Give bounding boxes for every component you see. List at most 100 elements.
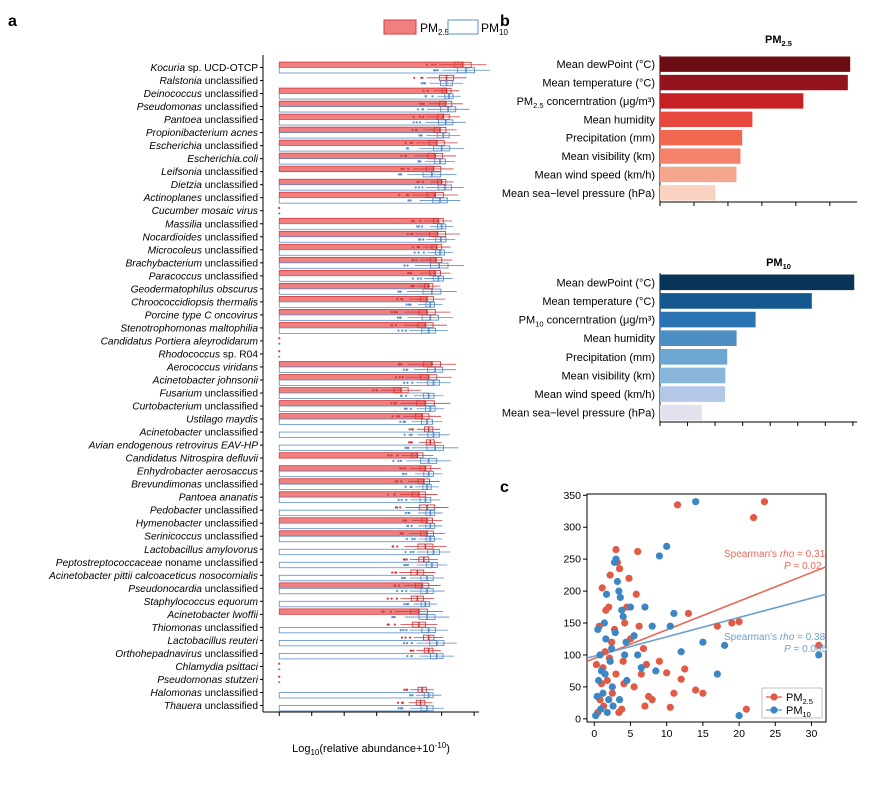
scatter-point [625, 574, 633, 582]
outlier [278, 350, 281, 353]
scatter-point [613, 577, 622, 586]
bar-pm25 [278, 113, 444, 120]
category-label: Orthohepadnavirus unclassified [115, 649, 258, 660]
scatter-point [612, 670, 620, 678]
outlier [418, 121, 422, 124]
scatter-point [648, 696, 656, 704]
outlier [398, 193, 401, 197]
outlier [408, 636, 412, 639]
bar-pm10 [278, 639, 438, 647]
category-label: Fusarium unclassified [159, 389, 258, 400]
outlier [393, 615, 396, 619]
outlier [419, 277, 422, 280]
category-label: Acinetobacter lwoffii [166, 610, 258, 621]
scatter-point [602, 590, 611, 598]
bar-pm25 [278, 191, 436, 199]
bar-pm25 [278, 165, 434, 173]
title-sub: 10 [783, 262, 791, 271]
legend-marker [770, 706, 778, 714]
category-label: Pseudomonas stutzeri [157, 675, 259, 686]
scatter-point [630, 683, 638, 691]
outlier [409, 199, 412, 202]
category-label-sub: 10 [535, 320, 543, 329]
category-label-rest: unclassified [202, 402, 258, 413]
outlier [409, 141, 412, 144]
scatter-point [626, 603, 635, 611]
outlier [412, 115, 415, 118]
bar-pm25 [278, 413, 423, 420]
outlier [411, 245, 414, 249]
annotation-part: = 0.38 [794, 632, 825, 643]
outlier [399, 629, 402, 632]
category-label: Mean temperature (°C) [542, 296, 655, 308]
category-label-rest: unclassified [202, 519, 258, 530]
category-label-rest: unclassified [202, 389, 258, 400]
outlier [426, 89, 429, 92]
scatter-point [612, 545, 620, 554]
scatter-point [622, 638, 630, 646]
outlier [406, 232, 409, 236]
category-label-rest: unclassified [202, 428, 258, 439]
scatter-point [815, 651, 823, 659]
scatter-point [630, 632, 638, 640]
category-label: Pseudonocardia unclassified [128, 584, 258, 595]
fit-line [586, 593, 827, 659]
category-label: Escherichia.coli [187, 154, 259, 165]
category-label: Brevundimonas unclassified [131, 480, 258, 491]
category-label: PM10 concerntration (μg/m³) [519, 315, 655, 329]
scatter-point [593, 692, 601, 701]
scatter-point [621, 651, 629, 659]
scatter-point [635, 622, 643, 630]
scatter-point [721, 641, 729, 649]
category-label: Thauera unclassified [164, 701, 258, 712]
scatter-point [592, 712, 600, 720]
panel-b-title: PM2.5 [765, 34, 792, 48]
y-tick-label: 50 [569, 681, 581, 693]
outlier [375, 389, 378, 392]
category-label-italic: Kocuria [150, 63, 185, 74]
outlier [417, 160, 420, 163]
bar-pm25 [278, 582, 423, 589]
y-tick-label: 100 [563, 649, 581, 661]
outlier [402, 167, 405, 171]
outlier [396, 545, 399, 548]
outlier [416, 277, 420, 280]
category-label-italic: Lactobacillus amylovorus [144, 545, 258, 556]
category-label-italic: Dietzia [171, 180, 202, 191]
legend-sub: 10 [803, 710, 811, 719]
category-label-italic: Staphylococcus equorum [144, 597, 259, 608]
y-tick-label: 150 [563, 618, 581, 630]
panel-label-c: c [500, 479, 509, 496]
y-tick-label: 200 [563, 586, 581, 598]
category-label-italic: Cucumber mosaic virus [152, 206, 258, 217]
category-label-rest: unclassified [202, 623, 258, 634]
category-label-rest: unclassified [202, 115, 258, 126]
outlier [278, 212, 281, 215]
category-label-italic: Curtobacterium [132, 402, 202, 413]
category-label-part: concerntration (μg/m³) [544, 315, 655, 327]
category-label: Chlamydia psittaci [175, 662, 258, 673]
bar-pm10 [278, 496, 426, 504]
bar-pm10 [278, 158, 441, 165]
bar [660, 111, 753, 127]
annotation-part: = 0.02 [791, 561, 822, 572]
category-label-part: concerntration (μg/m³) [544, 96, 655, 108]
scatter-point [612, 555, 620, 563]
outlier [412, 258, 415, 262]
scatter-point [713, 670, 721, 678]
bar [660, 166, 737, 183]
outlier [401, 589, 404, 593]
category-label: Pedobacter unclassified [150, 506, 259, 517]
outlier [419, 238, 422, 241]
category-label: Candidatus Portiera aleyrodidarum [101, 336, 259, 347]
bar-pm10 [278, 653, 438, 660]
outlier [410, 524, 413, 528]
scatter-point [606, 571, 614, 579]
category-label-rest: sp. UCD-OTCP [185, 63, 258, 74]
outlier [394, 376, 398, 379]
category-label-italic: Hymenobacter [136, 519, 203, 530]
bar-pm25 [278, 152, 436, 160]
annotation-line1: Spearman's rho = 0.38 [724, 632, 826, 643]
outlier [393, 311, 396, 314]
